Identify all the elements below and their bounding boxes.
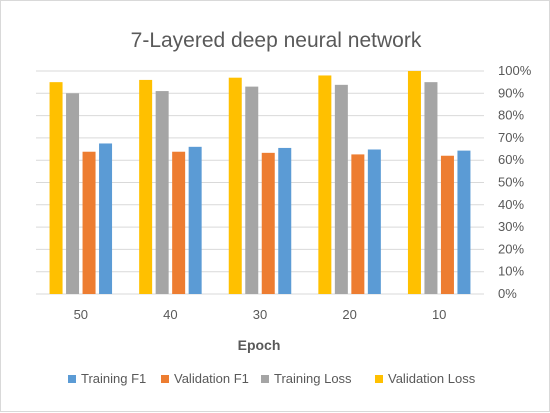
bar-validation-loss-50 <box>49 82 63 295</box>
bar-validation-f1-40 <box>172 151 186 294</box>
bar-training-f1-50 <box>99 143 113 294</box>
bar-training-f1-40 <box>188 146 202 294</box>
bar-training-f1-20 <box>367 149 381 294</box>
bar-training-f1-30 <box>278 147 292 294</box>
x-axis-title: Epoch <box>238 337 281 353</box>
bar-validation-loss-40 <box>139 79 153 294</box>
bars <box>49 71 471 295</box>
chart-title: 7-Layered deep neural network <box>131 29 422 52</box>
x-tick-label: 10 <box>432 307 446 322</box>
y-tick-label: 30% <box>498 219 524 234</box>
y-tick-label: 100% <box>498 63 532 78</box>
y-tick-label: 90% <box>498 85 524 100</box>
bar-training-loss-30 <box>245 86 259 294</box>
bar-validation-loss-20 <box>318 75 332 295</box>
x-tick-label: 20 <box>342 307 356 322</box>
bar-training-loss-10 <box>424 82 438 295</box>
legend: Training F1 Validation F1 Training Loss Val… <box>68 371 476 386</box>
y-tick-label: 0% <box>498 286 517 301</box>
y-tick-label: 20% <box>498 241 524 256</box>
legend-swatch <box>161 375 169 383</box>
x-tick-label: 30 <box>253 307 267 322</box>
legend-item-validation-loss: Validation Loss <box>375 371 476 386</box>
x-axis-ticks: 50 40 30 20 10 <box>74 307 447 322</box>
bar-validation-f1-10 <box>440 155 454 294</box>
legend-item-training-loss: Training Loss <box>261 371 352 386</box>
x-tick-label: 40 <box>163 307 177 322</box>
y-tick-label: 80% <box>498 108 524 123</box>
x-tick-label: 50 <box>74 307 88 322</box>
bar-validation-f1-30 <box>261 152 275 294</box>
legend-label: Validation F1 <box>174 371 249 386</box>
legend-label: Training F1 <box>81 371 146 386</box>
legend-swatch <box>68 375 76 383</box>
bar-training-loss-20 <box>334 84 348 295</box>
legend-swatch <box>261 375 269 383</box>
y-tick-label: 70% <box>498 130 524 145</box>
y-tick-label: 40% <box>498 197 524 212</box>
bar-validation-f1-50 <box>82 151 96 294</box>
legend-swatch <box>375 375 383 383</box>
bar-validation-loss-10 <box>407 71 421 294</box>
bar-validation-loss-30 <box>228 77 242 294</box>
legend-item-training-f1: Training F1 <box>68 371 146 386</box>
legend-item-validation-f1: Validation F1 <box>161 371 249 386</box>
y-tick-label: 50% <box>498 175 524 190</box>
bar-training-f1-10 <box>457 150 471 294</box>
bar-training-loss-50 <box>66 93 80 294</box>
y-tick-label: 10% <box>498 264 524 279</box>
bar-training-loss-40 <box>155 91 169 294</box>
legend-label: Validation Loss <box>388 371 476 386</box>
y-axis-ticks: 0% 10% 20% 30% 40% 50% 60% 70% 80% 90% 100% <box>498 63 532 301</box>
bar-validation-f1-20 <box>351 154 365 294</box>
legend-label: Training Loss <box>274 371 352 386</box>
y-tick-label: 60% <box>498 152 524 167</box>
